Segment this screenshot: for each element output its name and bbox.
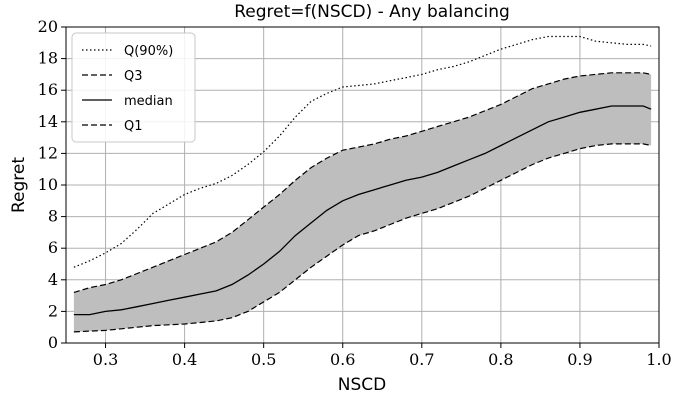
iqr-band [73, 72, 652, 332]
y-tick-label: 4 [48, 270, 58, 289]
y-tick-label: 2 [48, 301, 58, 320]
x-tick-label: 0.8 [488, 350, 513, 369]
y-ticks: 0 2 4 6 8 10 12 14 16 18 20 [38, 17, 66, 352]
x-tick-label: 0.4 [172, 350, 197, 369]
y-tick-label: 12 [38, 143, 58, 162]
y-tick-label: 16 [38, 80, 58, 99]
legend-label: Q1 [124, 119, 143, 134]
x-tick-label: 0.6 [330, 350, 355, 369]
legend-label: Q(90%) [124, 44, 173, 59]
y-tick-label: 10 [38, 175, 58, 194]
y-tick-label: 8 [48, 207, 58, 226]
y-tick-label: 20 [38, 17, 58, 36]
series-lines [73, 35, 652, 333]
x-tick-label: 0.3 [93, 350, 118, 369]
series-line-q-90 [73, 35, 652, 268]
chart-title: Regret=f(NSCD) - Any balancing [234, 2, 510, 22]
x-tick-label: 0.5 [251, 350, 276, 369]
y-axis-label: Regret [9, 157, 29, 213]
x-tick-label: 1.0 [646, 350, 671, 369]
series-line-q1 [73, 143, 652, 333]
legend-label: median [124, 94, 173, 109]
y-tick-label: 6 [48, 238, 58, 257]
legend: Q(90%) Q3 median Q1 [71, 32, 196, 143]
legend-label: Q3 [124, 69, 143, 84]
series-line-q3 [73, 72, 652, 293]
y-tick-label: 18 [38, 49, 58, 68]
legend-box [71, 32, 196, 143]
x-ticks: 0.3 0.4 0.5 0.6 0.7 0.8 0.9 1.0 [93, 343, 672, 369]
y-tick-label: 0 [48, 333, 58, 352]
x-tick-label: 0.7 [409, 350, 434, 369]
y-tick-label: 14 [38, 112, 58, 131]
x-axis-label: NSCD [338, 375, 386, 395]
x-tick-label: 0.9 [567, 350, 592, 369]
series-line-median [73, 105, 652, 316]
